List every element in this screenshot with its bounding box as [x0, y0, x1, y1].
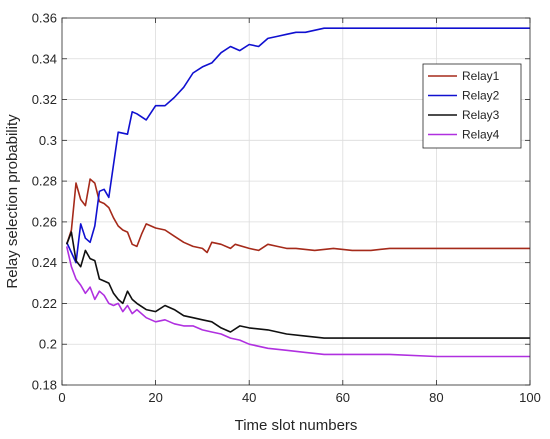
series-line-relay2	[65, 27, 530, 264]
y-tick-label: 0.2	[39, 337, 57, 352]
y-tick-label: 0.18	[32, 378, 57, 393]
y-tick-label: 0.34	[32, 51, 57, 66]
y-tick-label: 0.32	[32, 92, 57, 107]
series-line-relay3	[65, 231, 530, 339]
plot-frame	[61, 17, 531, 386]
tick-marks	[61, 17, 531, 386]
y-tick-label: 0.26	[32, 214, 57, 229]
y-tick-label: 0.3	[39, 133, 57, 148]
x-tick-label: 80	[429, 390, 443, 405]
x-tick-label: 60	[336, 390, 350, 405]
legend: Relay1 Relay2 Relay3 Relay4	[422, 63, 522, 149]
x-tick-label: 100	[519, 390, 541, 405]
legend-label: Relay2	[462, 89, 500, 103]
tick-labels: 0 20 40 60 80 100 0.18 0.2 0.22 0.24 0.26 0.28 0.3 0.…	[32, 11, 541, 406]
y-tick-label: 0.28	[32, 174, 57, 189]
x-tick-label: 20	[148, 390, 162, 405]
y-tick-label: 0.36	[32, 11, 57, 26]
x-tick-label: 40	[242, 390, 256, 405]
y-axis-label: Relay selection probability	[4, 114, 21, 289]
x-tick-label: 0	[58, 390, 65, 405]
legend-label: Relay3	[462, 108, 500, 122]
legend-label: Relay1	[462, 69, 500, 83]
y-tick-label: 0.22	[32, 296, 57, 311]
x-axis-label: Time slot numbers	[235, 417, 358, 434]
series-line-relay4	[65, 246, 530, 358]
series-line-relay1	[65, 178, 530, 254]
legend-label: Relay4	[462, 128, 500, 142]
y-tick-label: 0.24	[32, 255, 57, 270]
series-layer	[65, 27, 530, 358]
